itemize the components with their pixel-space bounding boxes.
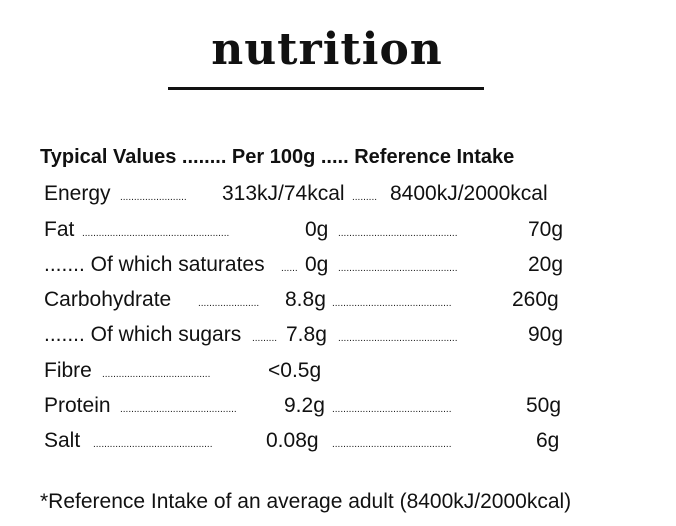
table-row: Protein.................................…	[0, 392, 676, 420]
per-100g-value: 0g	[305, 253, 329, 276]
leader-dots: ........................................…	[332, 404, 452, 415]
leader-dots: ......	[281, 263, 298, 274]
leader-dots: ........................................…	[120, 404, 237, 415]
table-row: Fat.....................................…	[0, 216, 676, 244]
reference-intake-value: 8400kJ/2000kcal	[390, 182, 548, 205]
per-100g-value: 0g	[305, 218, 329, 241]
reference-intake-value: 260g	[512, 288, 559, 311]
leader-dots: ........................................…	[338, 263, 458, 274]
footnote: *Reference Intake of an average adult (8…	[40, 490, 572, 513]
table-row: ....... Of which sugars......... 7.8g....…	[0, 321, 676, 349]
table-row: Fibre...................................…	[0, 357, 676, 385]
reference-intake-value: 70g	[528, 218, 564, 241]
leader-dots: ........................................…	[338, 228, 458, 239]
row-label: ....... Of which sugars	[44, 323, 242, 346]
reference-intake-value: 20g	[528, 253, 564, 276]
reference-intake-value: 6g	[536, 429, 560, 452]
per-100g-value: <0.5g	[268, 359, 322, 382]
leader-dots: .........	[252, 333, 278, 344]
leader-dots: ......................	[198, 298, 260, 309]
leader-dots: .........	[352, 192, 378, 203]
per-100g-value: 8.8g	[285, 288, 326, 311]
row-label: Energy	[44, 182, 111, 205]
row-label: Salt	[44, 429, 81, 452]
row-label: Protein	[44, 394, 111, 417]
table-row: Carbohydrate...................... 8.8g..…	[0, 286, 676, 314]
table-row: Salt....................................…	[0, 427, 676, 455]
page-title: nutrition	[211, 24, 443, 75]
leader-dots: ........................	[120, 192, 187, 203]
leader-dots: ........................................…	[338, 333, 458, 344]
leader-dots: ........................................…	[82, 228, 230, 239]
leader-dots: ........................................…	[332, 439, 452, 450]
leader-dots: .......................................	[102, 369, 211, 380]
table-header: Typical Values ........ Per 100g ..... R…	[40, 146, 515, 168]
per-100g-value: 313kJ/74kcal	[222, 182, 345, 205]
leader-dots: ........................................…	[332, 298, 452, 309]
table-row: ....... Of which saturates...... 0g......…	[0, 251, 676, 279]
row-label: Carbohydrate	[44, 288, 172, 311]
per-100g-value: 7.8g	[286, 323, 327, 346]
row-label: Fat	[44, 218, 75, 241]
reference-intake-value: 50g	[526, 394, 562, 417]
reference-intake-value: 90g	[528, 323, 564, 346]
row-label: Fibre	[44, 359, 92, 382]
title-underline	[168, 87, 484, 90]
row-label: ....... Of which saturates	[44, 253, 265, 276]
leader-dots: ........................................…	[93, 439, 213, 450]
per-100g-value: 0.08g	[266, 429, 319, 452]
table-row: Energy........................ 313kJ/74kc…	[0, 180, 676, 208]
per-100g-value: 9.2g	[284, 394, 325, 417]
